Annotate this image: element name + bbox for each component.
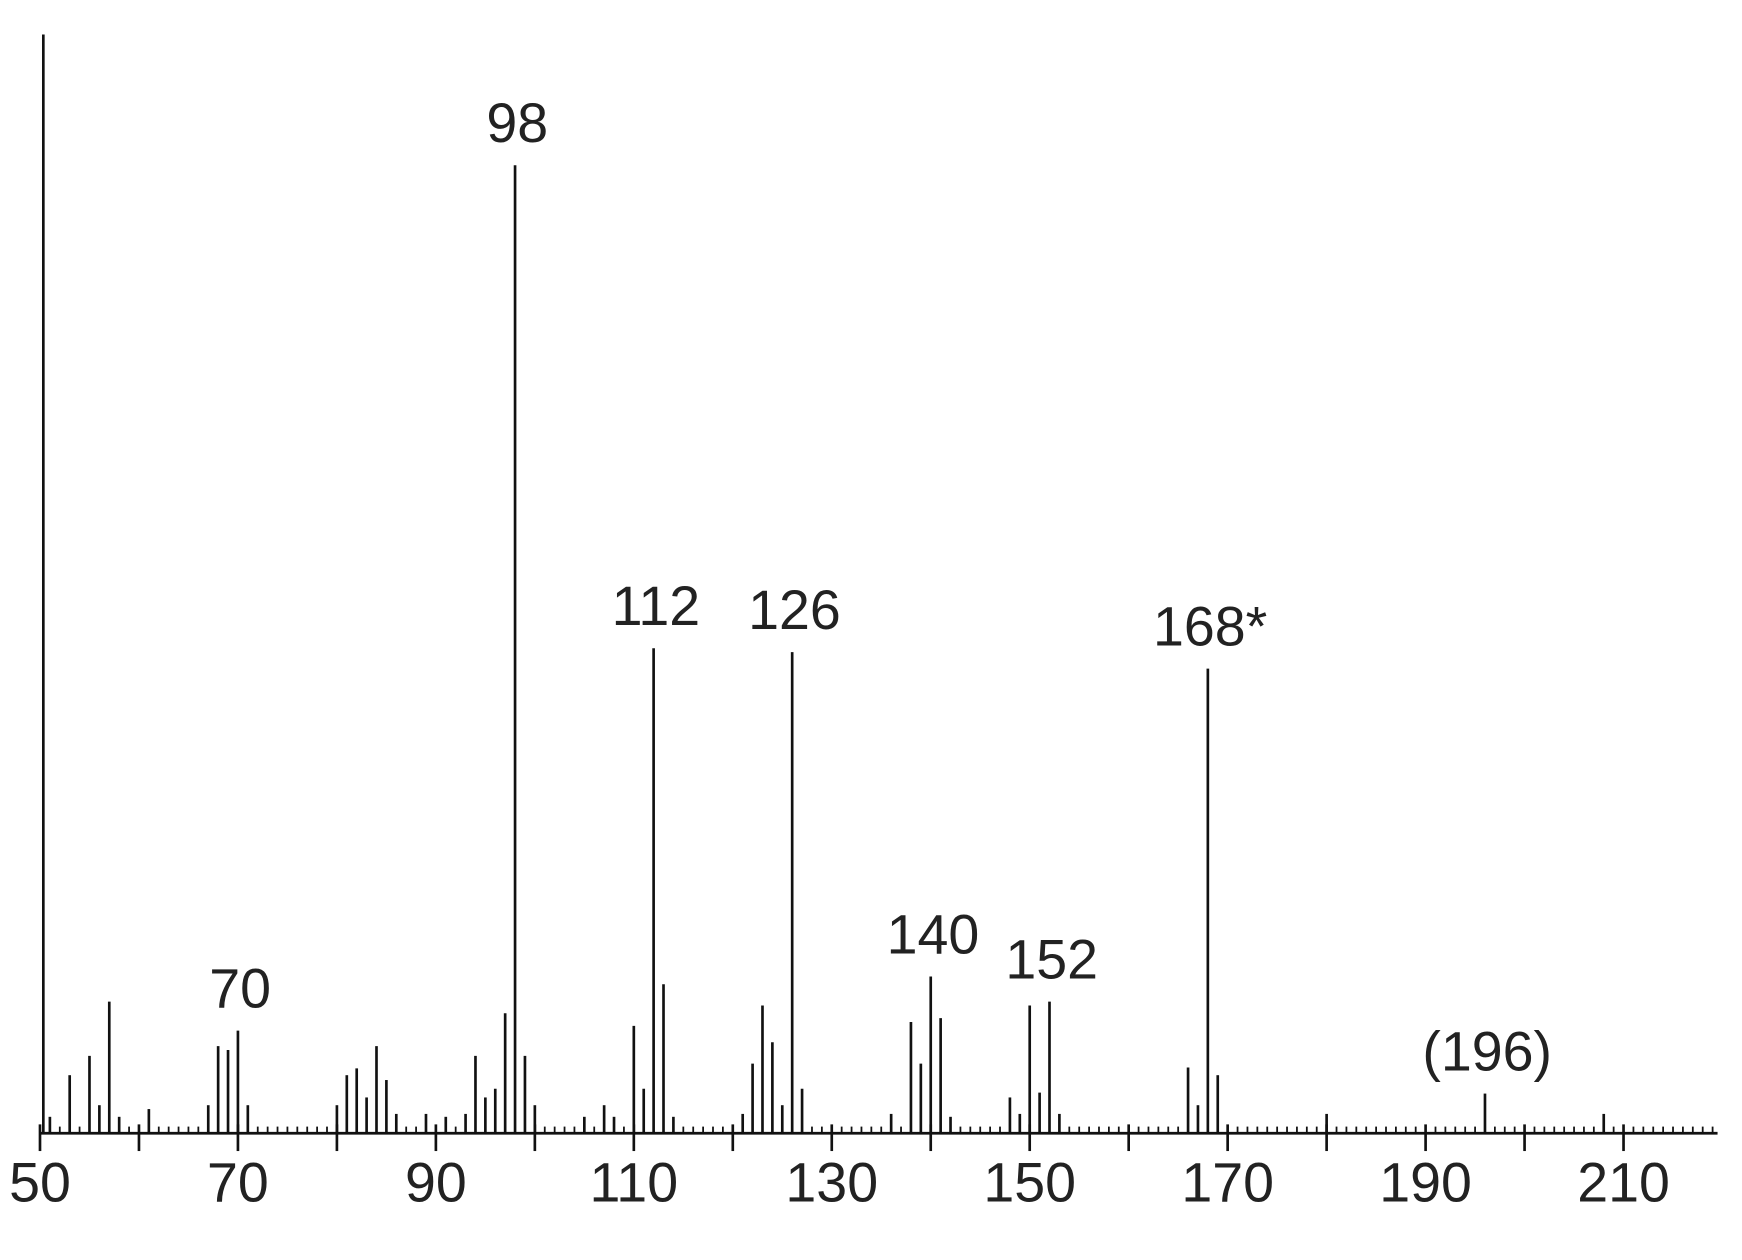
peak-label: 152 <box>1005 929 1098 991</box>
peak-label: 126 <box>748 579 841 641</box>
x-tick-label: 190 <box>1379 1151 1472 1213</box>
x-tick-label: 70 <box>207 1151 269 1213</box>
x-tick-label: 170 <box>1181 1151 1274 1213</box>
peak-label: 98 <box>486 92 548 154</box>
x-tick-label: 90 <box>405 1151 467 1213</box>
x-tick-label: 150 <box>983 1151 1076 1213</box>
peak-label: 140 <box>887 903 980 965</box>
x-tick-label: 130 <box>785 1151 878 1213</box>
x-tick-label: 210 <box>1577 1151 1670 1213</box>
x-tick-label: 50 <box>9 1151 71 1213</box>
peak-label: 112 <box>612 575 701 637</box>
peak-label: 168* <box>1153 595 1267 657</box>
peak-label: (196) <box>1422 1020 1552 1082</box>
peak-label: 70 <box>209 958 271 1020</box>
x-tick-label: 110 <box>590 1151 679 1213</box>
